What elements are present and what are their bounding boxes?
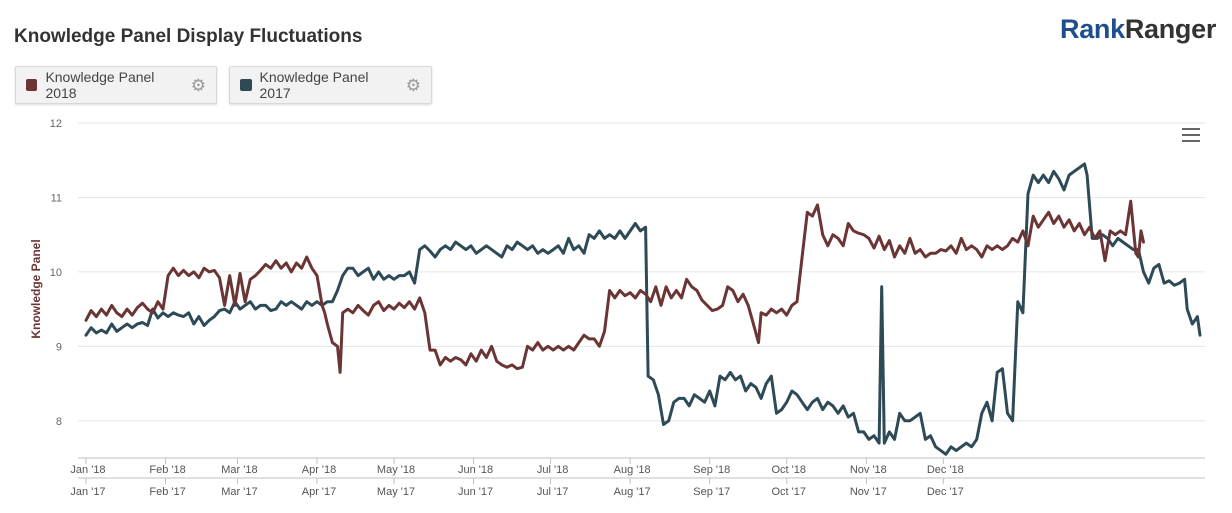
x-tick-label-2017: Apr '17 — [302, 486, 337, 498]
y-tick-label: 8 — [56, 416, 62, 428]
x-axes: Jan '18 Feb '18 Mar '18 Apr '18 May '18 Jun '… — [70, 457, 1205, 498]
x-tick-label-2017: Sep '17 — [693, 486, 730, 498]
series-line-knowledge-panel-2017[interactable] — [84, 162, 1202, 456]
x-tick-label-2018: Dec '18 — [927, 464, 964, 476]
x-tick-label-2018: Mar '18 — [221, 464, 257, 476]
x-tick-label-2017: Feb '17 — [149, 486, 185, 498]
chart-series — [84, 162, 1202, 456]
x-tick-label-2018: Jun '18 — [458, 464, 493, 476]
y-tick-label: 11 — [51, 192, 62, 204]
gear-icon[interactable]: ⚙ — [405, 75, 421, 95]
chart-grid — [78, 122, 1205, 422]
y-tick-label: 12 — [50, 118, 62, 130]
x-tick-label-2017: Jan '17 — [70, 486, 105, 498]
x-tick-label-2017: Aug '17 — [614, 486, 651, 498]
series-line-knowledge-panel-2018[interactable] — [84, 199, 1145, 374]
x-tick-label-2017: Jul '17 — [537, 486, 568, 498]
y-axis-ticks: 8 9 10 11 12 — [50, 118, 62, 428]
legend-label-2017: Knowledge Panel 2017 — [259, 69, 369, 101]
x-tick-label-2017: Jun '17 — [458, 486, 493, 498]
x-tick-label-2018: Sep '18 — [693, 464, 730, 476]
rankranger-logo: RankRanger — [1060, 14, 1216, 45]
x-tick-label-2017: Dec '17 — [927, 486, 964, 498]
x-tick-label-2018: Jul '18 — [537, 464, 568, 476]
legend-label-2018: Knowledge Panel 2018 — [45, 69, 155, 101]
gear-icon[interactable]: ⚙ — [190, 75, 206, 95]
y-axis-label: Knowledge Panel — [29, 239, 43, 338]
logo-part-ranger: Ranger — [1124, 14, 1217, 44]
x-tick-label-2018: Aug '18 — [614, 464, 651, 476]
x-tick-label-2018: Nov '18 — [850, 464, 887, 476]
legend-swatch-2017 — [240, 79, 252, 91]
x-tick-label-2018: Oct '18 — [771, 464, 806, 476]
x-tick-label-2017: Oct '17 — [771, 486, 806, 498]
x-tick-label-2018: Feb '18 — [149, 464, 185, 476]
x-tick-label-2017: Nov '17 — [850, 486, 887, 498]
x-tick-label-2017: May '17 — [377, 486, 415, 498]
page-title: Knowledge Panel Display Fluctuations — [14, 26, 363, 47]
x-tick-label-2018: Apr '18 — [302, 464, 337, 476]
y-tick-label: 10 — [50, 267, 62, 279]
legend-swatch-2018 — [26, 79, 38, 91]
legend-toggle-2017[interactable]: Knowledge Panel 2017 ⚙ — [229, 66, 432, 104]
legend-toggle-2018[interactable]: Knowledge Panel 2018 ⚙ — [15, 66, 217, 104]
y-tick-label: 9 — [56, 341, 62, 353]
x-tick-label-2018: May '18 — [377, 464, 415, 476]
x-tick-label-2017: Mar '17 — [221, 486, 257, 498]
logo-part-rank: Rank — [1060, 14, 1125, 44]
x-tick-label-2018: Jan '18 — [70, 464, 105, 476]
hamburger-menu-icon[interactable] — [1182, 128, 1200, 142]
